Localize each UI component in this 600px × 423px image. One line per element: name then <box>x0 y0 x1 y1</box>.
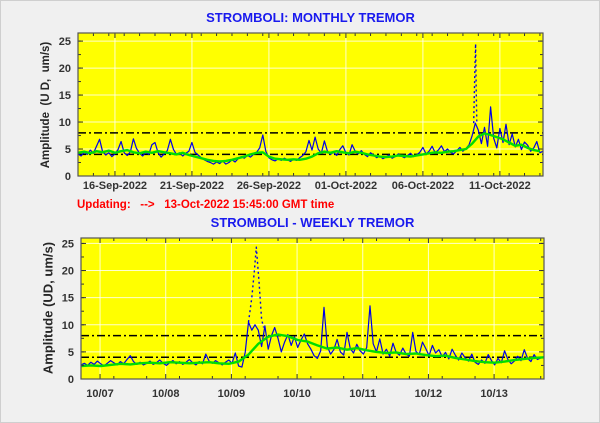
monthly-y-tick-label: 0 <box>65 171 71 183</box>
weekly-tremor-spike-dotted <box>247 246 265 328</box>
weekly-y-tick-label: 0 <box>68 374 74 386</box>
monthly-x-tick-label: 11-Oct-2022 <box>469 180 531 192</box>
monthly-x-tick-label: 21-Sep-2022 <box>160 180 224 192</box>
monthly-y-tick-label: 20 <box>59 63 71 75</box>
weekly-y-axis-label: Amplitude (UD, um/s) <box>40 241 56 375</box>
monthly-y-axis-label: Amplitude (U D, um/s) <box>40 41 52 169</box>
weekly-x-tick-label: 10/09 <box>218 388 246 400</box>
weekly-plot-area <box>81 238 544 379</box>
monthly-x-tick-label: 06-Oct-2022 <box>392 180 454 192</box>
weekly-y-tick-label: 25 <box>62 238 74 250</box>
weekly-x-tick-label: 10/12 <box>415 388 443 400</box>
monthly-tremor-spike-dotted <box>473 43 478 124</box>
monthly-x-tick-label: 26-Sep-2022 <box>237 180 301 192</box>
weekly-chart-title: STROMBOLI - WEEKLY TREMOR <box>210 215 415 230</box>
monthly-y-tick-label: 10 <box>59 117 71 129</box>
weekly-plot-frame <box>80 237 545 380</box>
monthly-x-tick-label: 16-Sep-2022 <box>83 180 147 192</box>
weekly-x-tick-label: 10/11 <box>349 388 376 400</box>
weekly-x-tick-label: 10/10 <box>283 388 311 400</box>
weekly-x-tick-label: 10/13 <box>480 388 508 400</box>
weekly-tremor-smoothed <box>80 333 545 368</box>
monthly-y-tick-label: 5 <box>65 144 71 156</box>
weekly-x-tick-label: 10/07 <box>86 388 114 400</box>
weekly-x-tick-label: 10/08 <box>152 388 180 400</box>
monthly-y-tick-label: 15 <box>59 90 71 102</box>
weekly-y-tick-label: 10 <box>62 320 74 332</box>
weekly-y-tick-label: 5 <box>68 347 74 359</box>
weekly-y-tick-label: 15 <box>62 293 74 305</box>
weekly-y-tick-label: 20 <box>62 266 74 278</box>
updating-status-text: Updating: --> 13-Oct-2022 15:45:00 GMT t… <box>77 199 335 211</box>
monthly-chart-title: STROMBOLI: MONTHLY TREMOR <box>206 10 415 25</box>
monthly-plot-frame <box>77 32 544 177</box>
monthly-x-tick-label: 01-Oct-2022 <box>315 180 377 192</box>
monthly-y-tick-label: 25 <box>59 36 71 48</box>
monthly-tremor-smoothed <box>77 132 541 163</box>
